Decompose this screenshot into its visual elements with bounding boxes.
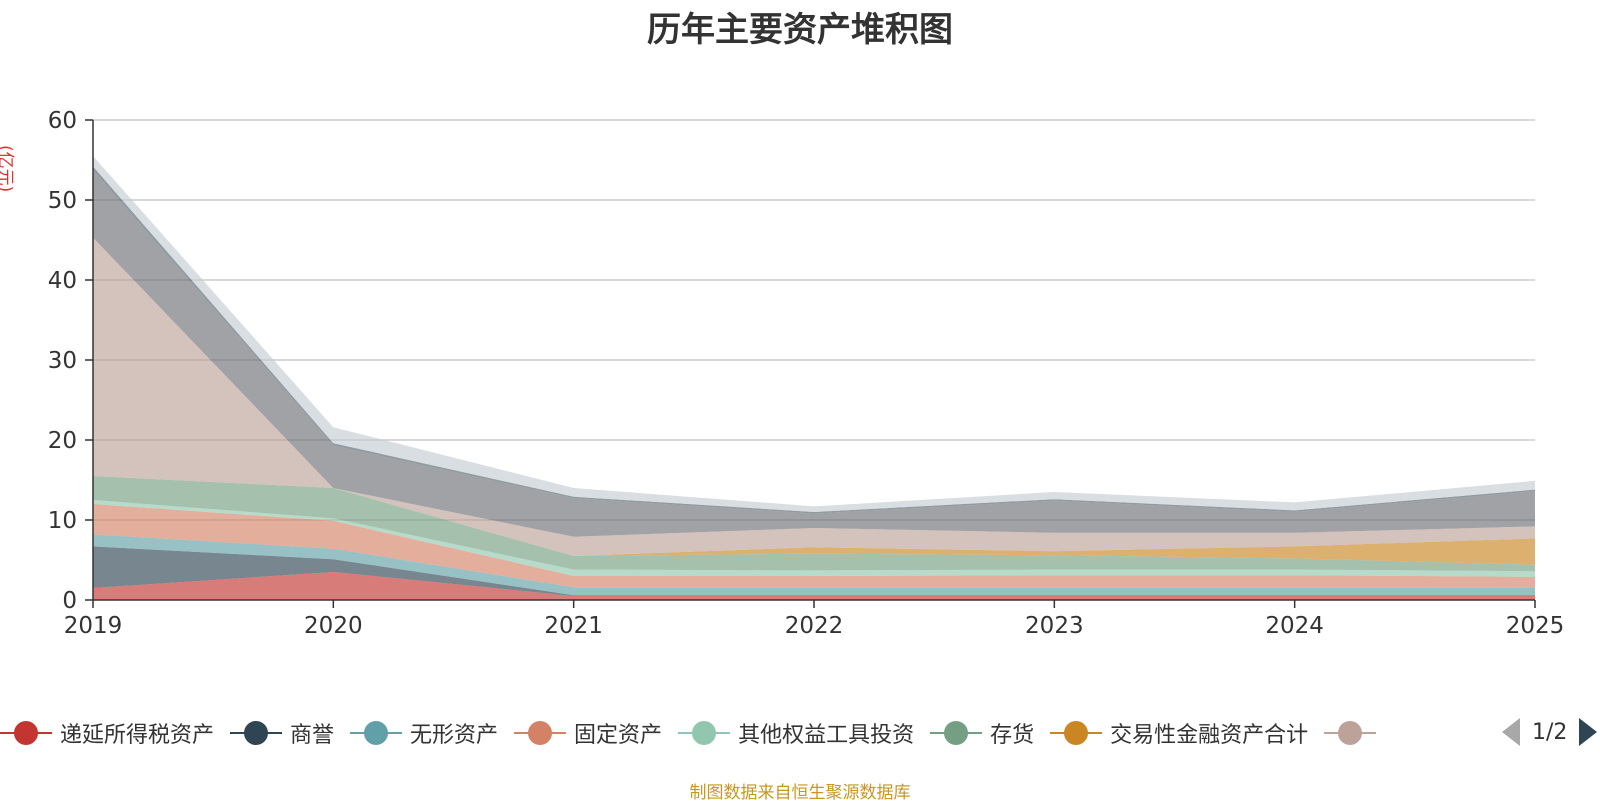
legend-pager: 1/2: [1502, 718, 1598, 746]
legend-page-indicator: 1/2: [1532, 719, 1568, 745]
legend-swatch-icon: [514, 720, 567, 746]
chart-title: 历年主要资产堆积图: [647, 10, 953, 50]
x-tick-label: 2025: [1506, 613, 1565, 639]
y-tick-label: 40: [48, 268, 77, 294]
y-axis-unit-label: (亿元): [0, 145, 15, 193]
legend-item[interactable]: 无形资产: [350, 717, 498, 749]
data-source-note: 制图数据来自恒生聚源数据库: [689, 783, 911, 803]
legend-swatch-icon: [350, 720, 403, 746]
legend-item[interactable]: 递延所得税资产: [0, 717, 214, 749]
legend-label: 其他权益工具投资: [738, 723, 915, 748]
legend-prev-page-icon[interactable]: [1502, 718, 1520, 746]
tick-labels: 0 10 20 30 40 50 60 2019 2020 2021 2022 2023 2024 202…: [48, 108, 1565, 639]
legend: 递延所得税资产 商誉 无形资产 固定资产 其他权益工具投资 存货 交易性金融资产合计: [0, 715, 1600, 751]
legend-item[interactable]: 固定资产: [514, 717, 662, 749]
legend-swatch-icon: [1050, 720, 1103, 746]
area-series-7: [93, 476, 1535, 565]
legend-label: 固定资产: [574, 723, 663, 748]
legend-swatch-icon: [930, 720, 983, 746]
y-tick-label: 10: [48, 508, 77, 534]
area-series-4: [93, 504, 1535, 588]
legend-item[interactable]: [1324, 720, 1384, 746]
legend-swatch-icon: [230, 720, 283, 746]
legend-item[interactable]: 交易性金融资产合计: [1050, 717, 1308, 749]
legend-swatch-icon: [0, 720, 52, 746]
y-tick-label: 60: [48, 108, 77, 134]
axes: [85, 119, 1536, 608]
y-tick-label: 20: [48, 428, 77, 454]
legend-label: 存货: [990, 723, 1035, 748]
area-series-3: [93, 534, 1535, 596]
x-tick-label: 2022: [785, 613, 844, 639]
stacked-area-chart: 0 10 20 30 40 50 60 2019 2020 2021 2022 2023 2024 202…: [48, 108, 1565, 639]
x-tick-label: 2021: [544, 613, 603, 639]
legend-item[interactable]: 商誉: [230, 717, 334, 749]
area-series-1: [93, 572, 1535, 600]
legend-item[interactable]: 存货: [930, 717, 1034, 749]
y-tick-label: 0: [62, 588, 77, 614]
legend-label: 交易性金融资产合计: [1110, 723, 1309, 748]
y-tick-label: 30: [48, 348, 77, 374]
legend-label: 无形资产: [410, 723, 499, 748]
x-tick-label: 2023: [1025, 613, 1084, 639]
legend-item[interactable]: 其他权益工具投资: [678, 717, 914, 749]
y-tick-label: 50: [48, 188, 77, 214]
legend-label: 商誉: [290, 723, 335, 748]
area-series: [93, 156, 1535, 600]
area-series-6: [93, 476, 1535, 572]
x-tick-label: 2024: [1265, 613, 1324, 639]
area-series-2: [93, 546, 1535, 596]
legend-swatch-icon: [678, 720, 731, 746]
x-tick-label: 2019: [64, 613, 123, 639]
legend-swatch-icon: [1324, 720, 1377, 746]
legend-next-page-icon[interactable]: [1579, 718, 1598, 746]
x-tick-label: 2020: [304, 613, 363, 639]
legend-label: 递延所得税资产: [60, 723, 215, 748]
